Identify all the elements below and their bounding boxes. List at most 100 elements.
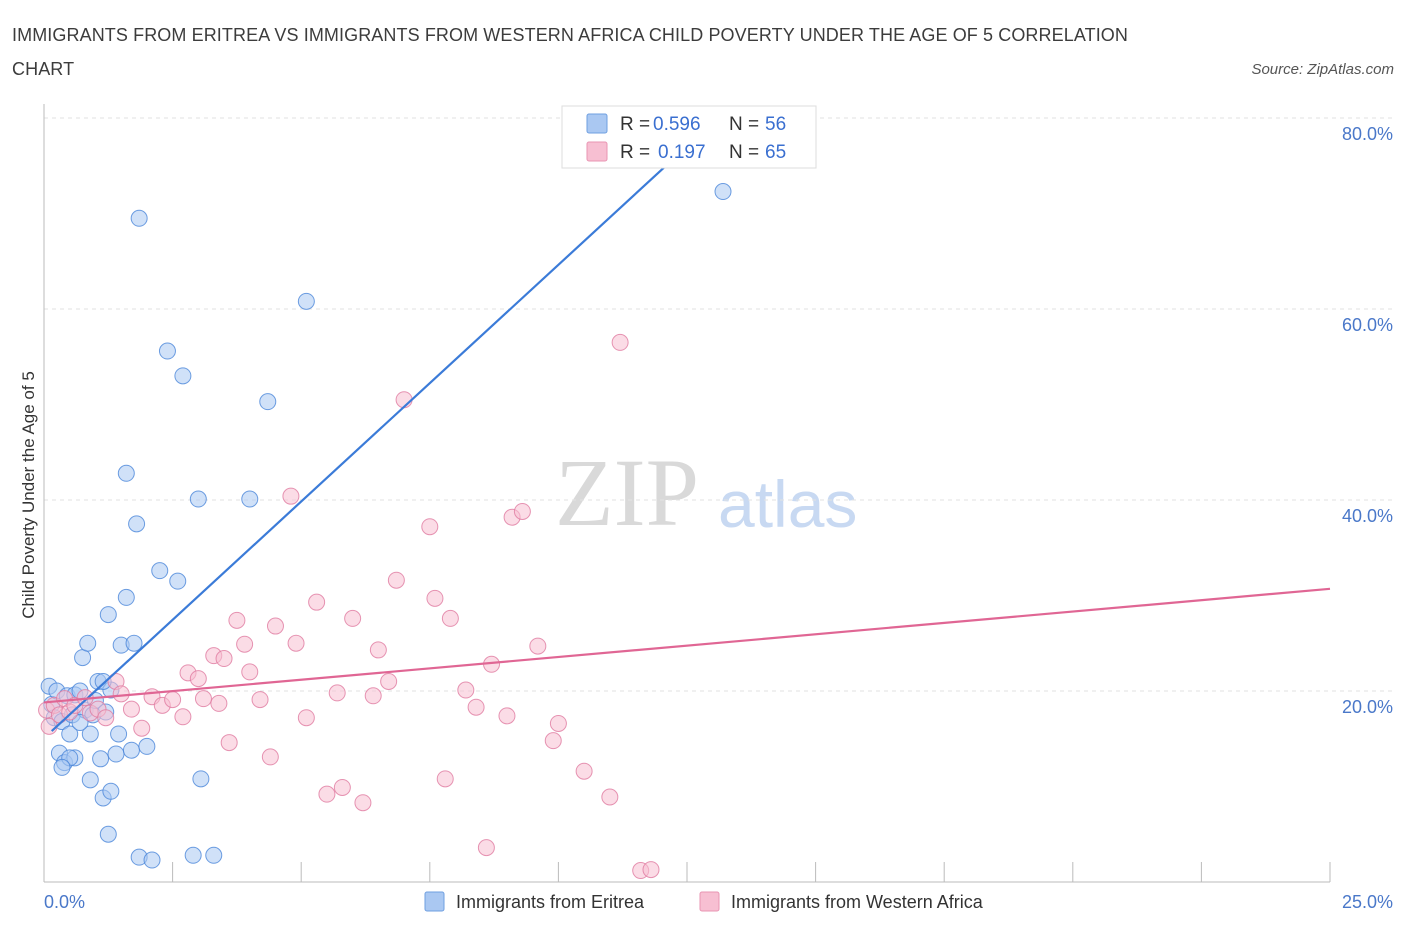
point-immigrants-from-western-africa (241, 663, 259, 681)
point-immigrants-from-eritrea (143, 851, 161, 869)
point-immigrants-from-eritrea (241, 490, 259, 508)
y-tick-labels: 20.0% 40.0% 60.0% 80.0% (1342, 124, 1393, 717)
point-immigrants-from-eritrea (122, 741, 140, 759)
point-immigrants-from-eritrea (81, 725, 99, 743)
point-immigrants-from-western-africa (194, 690, 212, 708)
point-immigrants-from-western-africa (544, 732, 562, 750)
point-immigrants-from-eritrea (169, 572, 187, 590)
point-immigrants-from-western-africa (601, 788, 619, 806)
point-immigrants-from-western-africa (282, 487, 300, 505)
point-immigrants-from-eritrea (61, 725, 79, 743)
point-immigrants-from-western-africa (498, 707, 516, 725)
point-immigrants-from-western-africa (421, 518, 439, 536)
point-immigrants-from-eritrea (125, 634, 143, 652)
x-tick-min: 0.0% (44, 892, 85, 912)
point-immigrants-from-western-africa (364, 687, 382, 705)
source-label: Source: ZipAtlas.com (1251, 61, 1394, 78)
x-tick-max: 25.0% (1342, 892, 1393, 912)
legend-swatch-western-africa (586, 141, 608, 162)
point-immigrants-from-western-africa (189, 670, 207, 688)
point-immigrants-from-eritrea (174, 367, 192, 385)
y-axis-label: Child Poverty Under the Age of 5 (19, 371, 38, 619)
point-immigrants-from-western-africa (122, 700, 140, 718)
point-immigrants-from-western-africa (112, 685, 130, 703)
point-immigrants-from-western-africa (436, 770, 454, 788)
point-immigrants-from-western-africa (513, 502, 531, 520)
point-immigrants-from-eritrea (128, 515, 146, 533)
point-immigrants-from-western-africa (611, 333, 629, 351)
point-immigrants-from-western-africa (97, 709, 115, 727)
series-legend-swatch-western-africa (699, 891, 720, 912)
point-immigrants-from-western-africa (575, 762, 593, 780)
trend-line-immigrants-from-eritrea (50, 121, 714, 732)
point-immigrants-from-eritrea (110, 725, 128, 743)
point-immigrants-from-western-africa (261, 748, 279, 766)
point-immigrants-from-western-africa (297, 709, 315, 727)
point-immigrants-from-eritrea (53, 758, 71, 776)
point-immigrants-from-eritrea (99, 606, 117, 624)
point-immigrants-from-eritrea (117, 464, 135, 482)
point-immigrants-from-eritrea (192, 770, 210, 788)
point-immigrants-from-western-africa (529, 637, 547, 655)
point-immigrants-from-eritrea (107, 745, 125, 763)
point-immigrants-from-western-africa (215, 650, 233, 668)
point-immigrants-from-western-africa (251, 691, 269, 709)
series-legend: Immigrants from Eritrea Immigrants from … (424, 891, 984, 912)
chart-title: IMMIGRANTS FROM ERITREA VS IMMIGRANTS FR… (12, 25, 1128, 79)
point-immigrants-from-eritrea (92, 750, 110, 768)
point-immigrants-from-western-africa (426, 589, 444, 607)
legend-n-label-eritrea: N = (729, 114, 759, 135)
legend-swatch-eritrea (586, 113, 608, 134)
series-legend-label-eritrea: Immigrants from Eritrea (456, 892, 645, 912)
point-immigrants-from-eritrea (138, 737, 156, 755)
point-immigrants-from-western-africa (266, 617, 284, 635)
point-immigrants-from-western-africa (133, 719, 151, 737)
legend-n-value-eritrea: 56 (765, 114, 786, 135)
gridlines (44, 117, 1395, 692)
stats-legend: R = 0.596 N = 56 R = 0.197 N = 65 (561, 105, 817, 169)
point-immigrants-from-western-africa (344, 609, 362, 627)
point-immigrants-from-western-africa (328, 684, 346, 702)
point-immigrants-from-eritrea (79, 634, 97, 652)
point-immigrants-from-eritrea (130, 209, 148, 227)
legend-r-value-western-africa: 0.197 (658, 142, 706, 163)
point-immigrants-from-western-africa (369, 641, 387, 659)
y-tick-label: 80.0% (1342, 124, 1393, 144)
point-immigrants-from-eritrea (205, 846, 223, 864)
legend-n-label-western-africa: N = (729, 142, 759, 163)
y-tick-label: 40.0% (1342, 506, 1393, 526)
point-immigrants-from-eritrea (189, 490, 207, 508)
point-immigrants-from-eritrea (259, 393, 277, 411)
series-legend-swatch-eritrea (424, 891, 445, 912)
point-immigrants-from-western-africa (549, 714, 567, 732)
legend-n-value-western-africa: 65 (765, 142, 786, 163)
trend-lines (43, 121, 1331, 732)
point-immigrants-from-western-africa (228, 611, 246, 629)
point-immigrants-from-western-africa (318, 785, 336, 803)
watermark-zip: ZIP (555, 439, 699, 546)
legend-r-label-western-africa: R = (620, 142, 650, 163)
y-tick-label: 20.0% (1342, 697, 1393, 717)
point-immigrants-from-western-africa (220, 734, 238, 752)
point-immigrants-from-eritrea (158, 342, 176, 360)
point-immigrants-from-western-africa (174, 708, 192, 726)
point-immigrants-from-western-africa (354, 794, 372, 812)
point-immigrants-from-western-africa (395, 391, 413, 409)
legend-r-label-eritrea: R = (620, 114, 650, 135)
series-legend-label-western-africa: Immigrants from Western Africa (731, 892, 984, 912)
point-immigrants-from-western-africa (236, 635, 254, 653)
y-tick-label: 60.0% (1342, 315, 1393, 335)
point-immigrants-from-western-africa (441, 609, 459, 627)
point-immigrants-from-eritrea (297, 292, 315, 310)
point-immigrants-from-eritrea (102, 782, 120, 800)
axes (43, 104, 1331, 883)
point-immigrants-from-eritrea (117, 588, 135, 606)
point-immigrants-from-western-africa (467, 698, 485, 716)
point-immigrants-from-western-africa (333, 778, 351, 796)
point-immigrants-from-western-africa (210, 694, 228, 712)
point-immigrants-from-eritrea (74, 649, 92, 667)
point-immigrants-from-eritrea (81, 771, 99, 789)
point-immigrants-from-eritrea (714, 183, 732, 201)
point-immigrants-from-western-africa (287, 634, 305, 652)
point-immigrants-from-western-africa (387, 571, 405, 589)
